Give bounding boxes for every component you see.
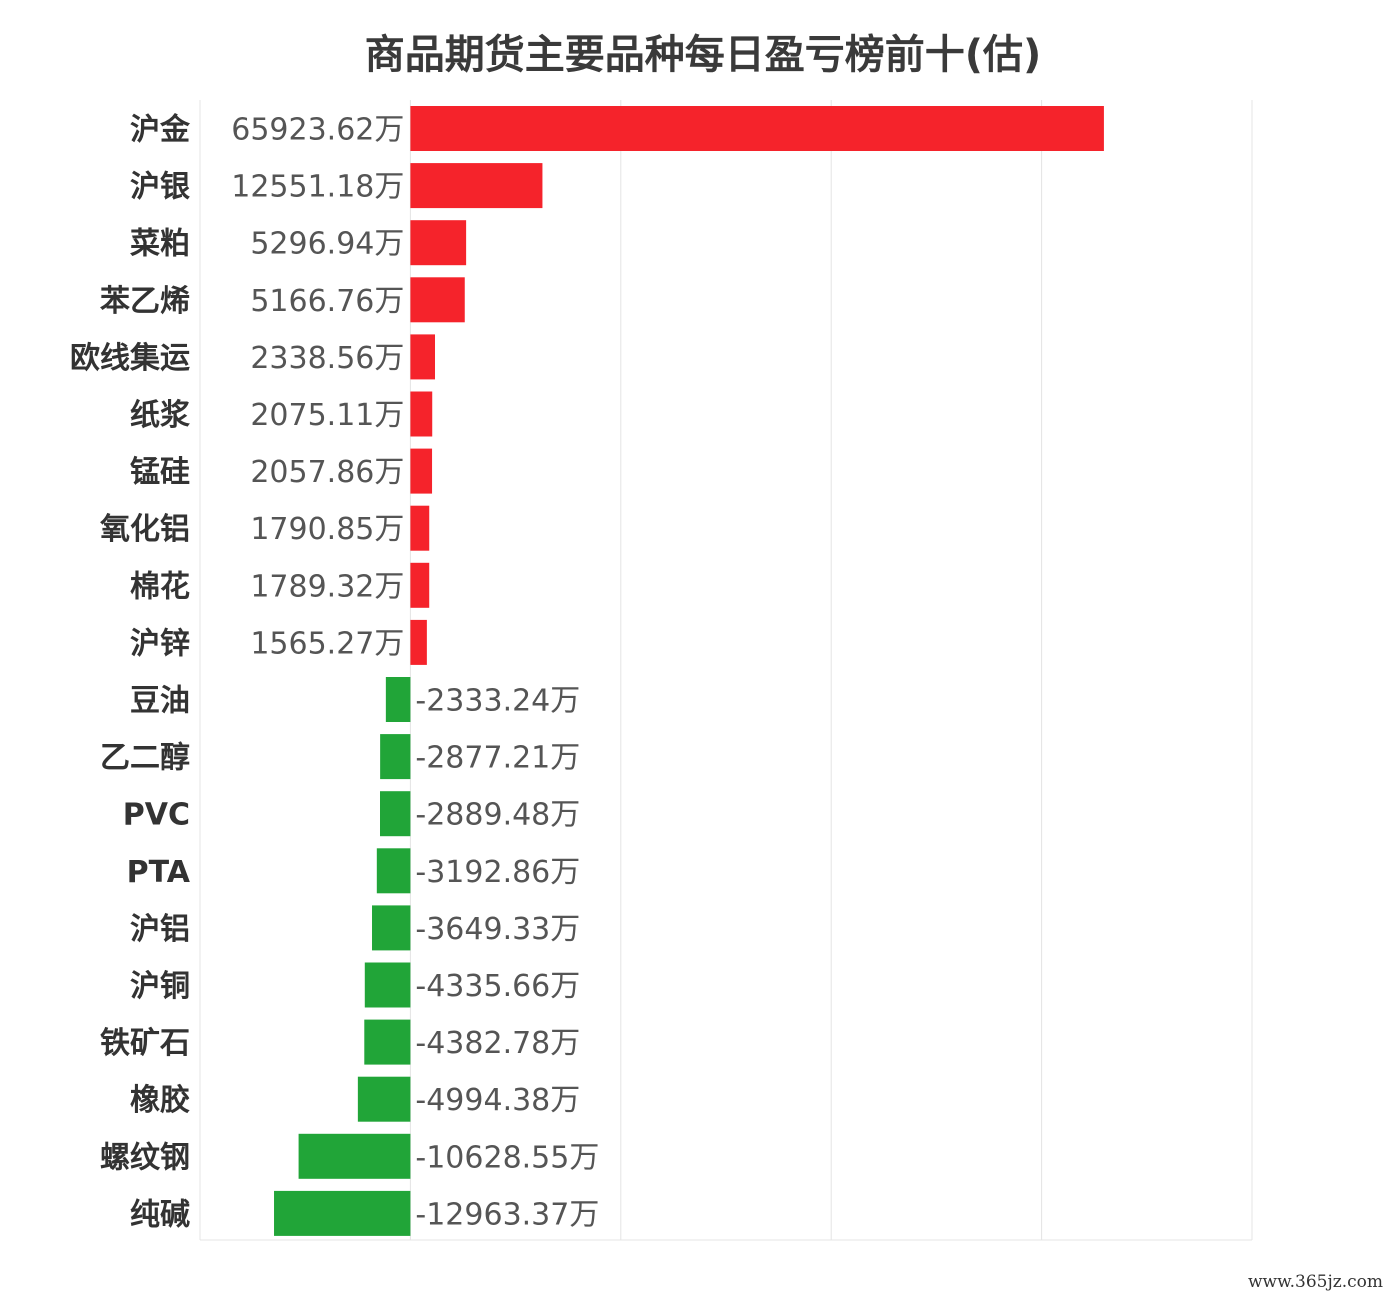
category-label: 欧线集运 xyxy=(70,341,190,376)
data-label: -2889.48万 xyxy=(415,798,580,833)
data-label: 65923.62万 xyxy=(231,113,404,148)
chart-title: 商品期货主要品种每日盈亏榜前十(估) xyxy=(364,32,1042,78)
bar xyxy=(410,220,467,266)
data-label: 2057.86万 xyxy=(250,455,404,490)
data-label: 5166.76万 xyxy=(250,284,404,319)
bar xyxy=(410,619,427,665)
data-label: -3649.33万 xyxy=(415,912,580,947)
category-label: 乙二醇 xyxy=(100,741,190,776)
category-label: 铁矿石 xyxy=(100,1026,190,1061)
data-label: -2333.24万 xyxy=(415,684,580,719)
category-label: 苯乙烯 xyxy=(100,284,190,319)
category-label: 沪铝 xyxy=(130,912,190,947)
bar xyxy=(410,334,436,380)
bar xyxy=(380,791,411,837)
bar xyxy=(385,677,411,722)
bar xyxy=(364,962,411,1008)
data-label: -4994.38万 xyxy=(415,1083,580,1118)
category-label: 沪金 xyxy=(130,113,191,148)
bar xyxy=(410,106,1104,151)
category-label: 纯碱 xyxy=(130,1197,190,1232)
data-label: -4335.66万 xyxy=(415,969,580,1004)
bar xyxy=(376,848,411,894)
data-label: -12963.37万 xyxy=(415,1197,599,1232)
bar xyxy=(410,562,430,608)
data-label: 12551.18万 xyxy=(231,170,404,205)
data-label: 1790.85万 xyxy=(250,512,404,547)
bar xyxy=(298,1133,411,1179)
category-label: 锰硅 xyxy=(130,455,190,490)
category-label: 棉花 xyxy=(130,569,190,604)
data-label: -10628.55万 xyxy=(415,1140,599,1175)
bar xyxy=(410,163,543,209)
category-label: 沪银 xyxy=(130,170,190,205)
bar xyxy=(410,277,465,323)
category-label: 沪锌 xyxy=(130,626,190,661)
bar xyxy=(372,905,411,951)
data-label: -4382.78万 xyxy=(415,1026,580,1061)
category-label: PTA xyxy=(127,855,191,890)
category-label: PVC xyxy=(123,798,190,833)
data-label: 1565.27万 xyxy=(250,626,404,661)
data-label: 2338.56万 xyxy=(250,341,404,376)
data-label: 1789.32万 xyxy=(250,569,404,604)
data-label: -3192.86万 xyxy=(415,855,580,890)
data-label: 5296.94万 xyxy=(250,227,404,262)
category-label: 纸浆 xyxy=(130,398,190,433)
bar xyxy=(380,734,411,780)
data-label: 2075.11万 xyxy=(250,398,404,433)
bar xyxy=(357,1076,411,1122)
watermark: www.365jz.com xyxy=(1248,1272,1383,1292)
bar xyxy=(410,448,433,494)
bar xyxy=(410,505,430,551)
category-label: 沪铜 xyxy=(130,969,190,1004)
category-label: 氧化铝 xyxy=(100,512,190,547)
bar xyxy=(274,1190,411,1236)
category-label: 橡胶 xyxy=(130,1083,190,1118)
bar xyxy=(364,1019,411,1065)
bar xyxy=(410,391,433,437)
category-label: 菜粕 xyxy=(130,227,190,262)
category-label: 螺纹钢 xyxy=(100,1140,190,1175)
data-label: -2877.21万 xyxy=(415,741,580,776)
category-label: 豆油 xyxy=(130,684,190,719)
